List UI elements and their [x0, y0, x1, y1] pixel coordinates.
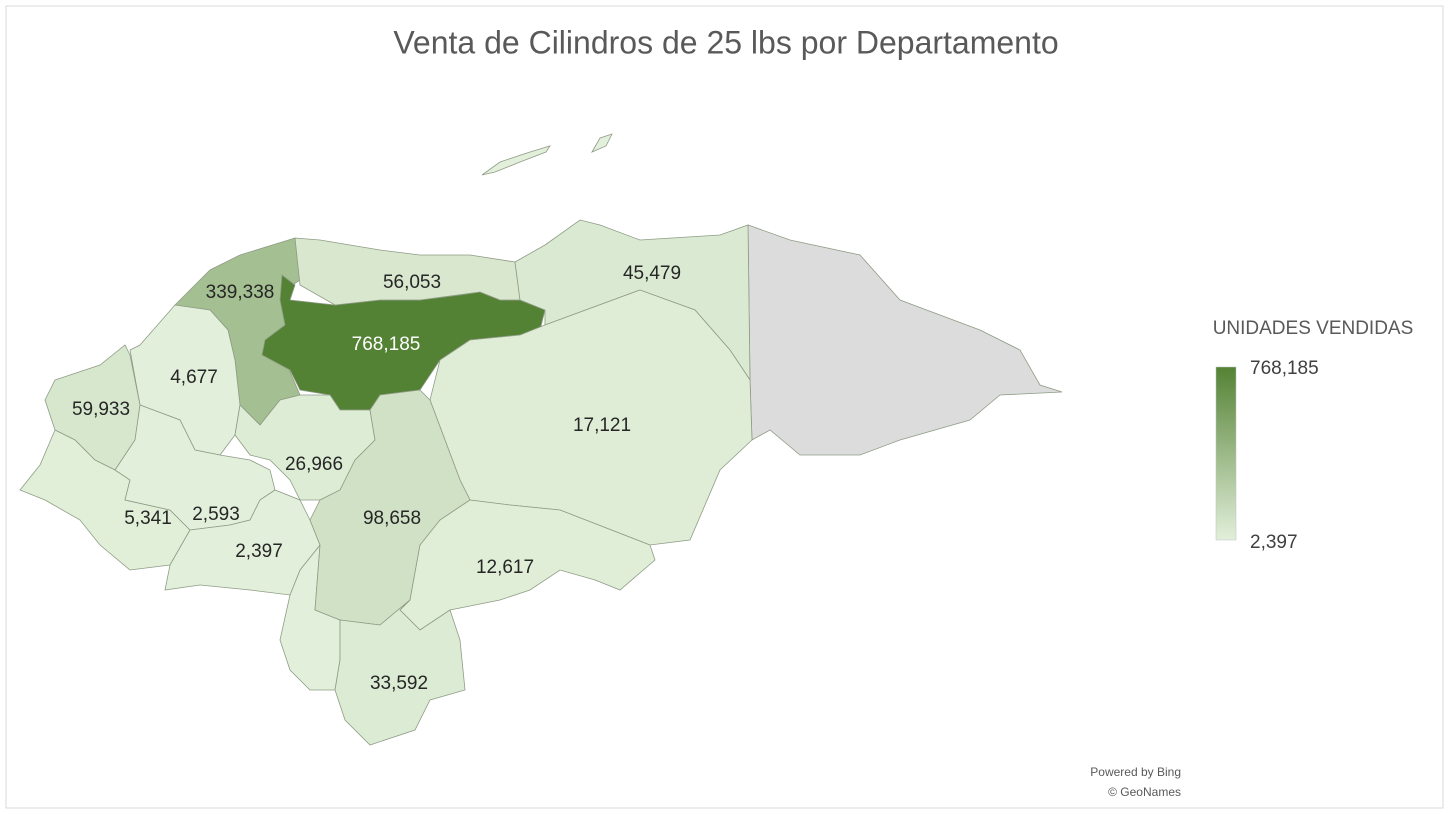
value-labels: 339,338 768,185 56,053 45,479 4,677 59,9…	[72, 263, 681, 694]
legend-min-label: 2,397	[1250, 532, 1298, 553]
value-label: 45,479	[623, 263, 681, 284]
value-label: 12,617	[476, 557, 534, 578]
value-label: 26,966	[285, 454, 343, 475]
chart-title: Venta de Cilindros de 25 lbs por Departa…	[393, 24, 1058, 60]
legend-title: UNIDADES VENDIDAS	[1213, 318, 1414, 339]
island	[591, 133, 613, 153]
credit: Powered by Bing	[1090, 765, 1181, 779]
value-label: 98,658	[363, 508, 421, 529]
credit: © GeoNames	[1108, 785, 1181, 799]
region	[399, 499, 656, 631]
region	[334, 599, 466, 746]
legend-gradient	[1215, 366, 1237, 541]
value-label: 768,185	[352, 334, 421, 355]
value-label: 59,933	[72, 399, 130, 420]
value-label: 4,677	[170, 367, 218, 388]
legend-max-label: 768,185	[1250, 358, 1319, 379]
value-label: 56,053	[383, 272, 441, 293]
island	[481, 145, 551, 176]
map	[19, 133, 1063, 746]
value-label: 5,341	[124, 508, 172, 529]
value-label: 2,593	[192, 504, 240, 525]
value-label: 2,397	[235, 541, 283, 562]
value-label: 33,592	[370, 673, 428, 694]
no-data-region	[747, 224, 1063, 456]
value-label: 17,121	[573, 415, 631, 436]
value-label: 339,338	[206, 282, 275, 303]
